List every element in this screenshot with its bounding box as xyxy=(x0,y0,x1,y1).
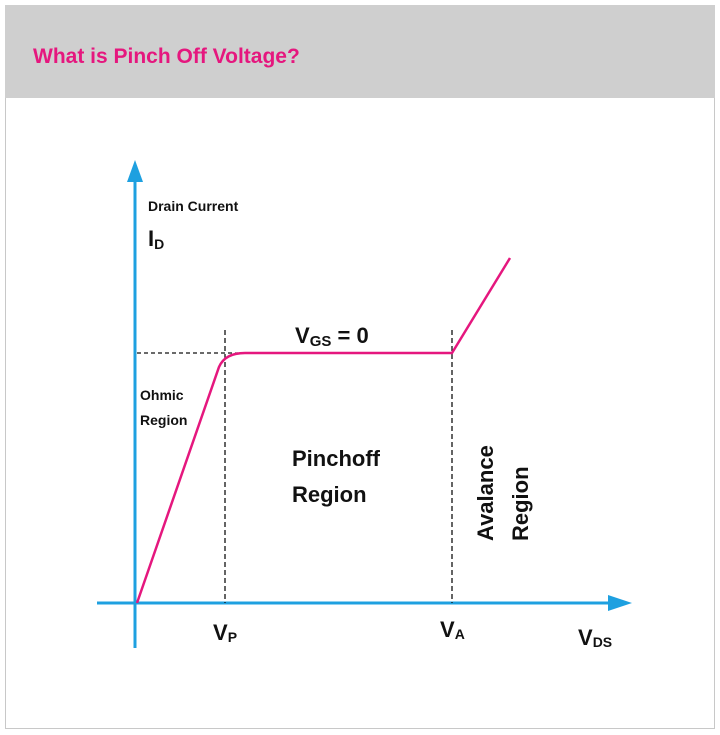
avalanche-region-label-2: Region xyxy=(508,466,533,541)
y-axis-symbol: ID xyxy=(148,226,164,252)
page-title: What is Pinch Off Voltage? xyxy=(33,45,300,68)
x-axis-symbol: VDS xyxy=(578,625,612,650)
avalanche-region-label: Avalance xyxy=(473,445,498,541)
y-axis-arrow-icon xyxy=(127,160,143,182)
x-axis-arrow-icon xyxy=(608,595,632,611)
diagram-panel xyxy=(5,98,715,729)
drain-current-curve xyxy=(135,257,512,604)
ohmic-region-label: Ohmic xyxy=(140,387,184,403)
y-axis-label: Drain Current xyxy=(148,198,239,214)
va-marker-label: VA xyxy=(440,617,465,642)
pinchoff-region-label-2: Region xyxy=(292,482,367,507)
curve-label: VGS = 0 xyxy=(295,323,369,350)
ohmic-region-label-2: Region xyxy=(140,412,187,428)
header-band: What is Pinch Off Voltage? xyxy=(5,5,715,98)
vp-marker-label: VP xyxy=(213,620,237,645)
pinchoff-region-label: Pinchoff xyxy=(292,446,381,471)
